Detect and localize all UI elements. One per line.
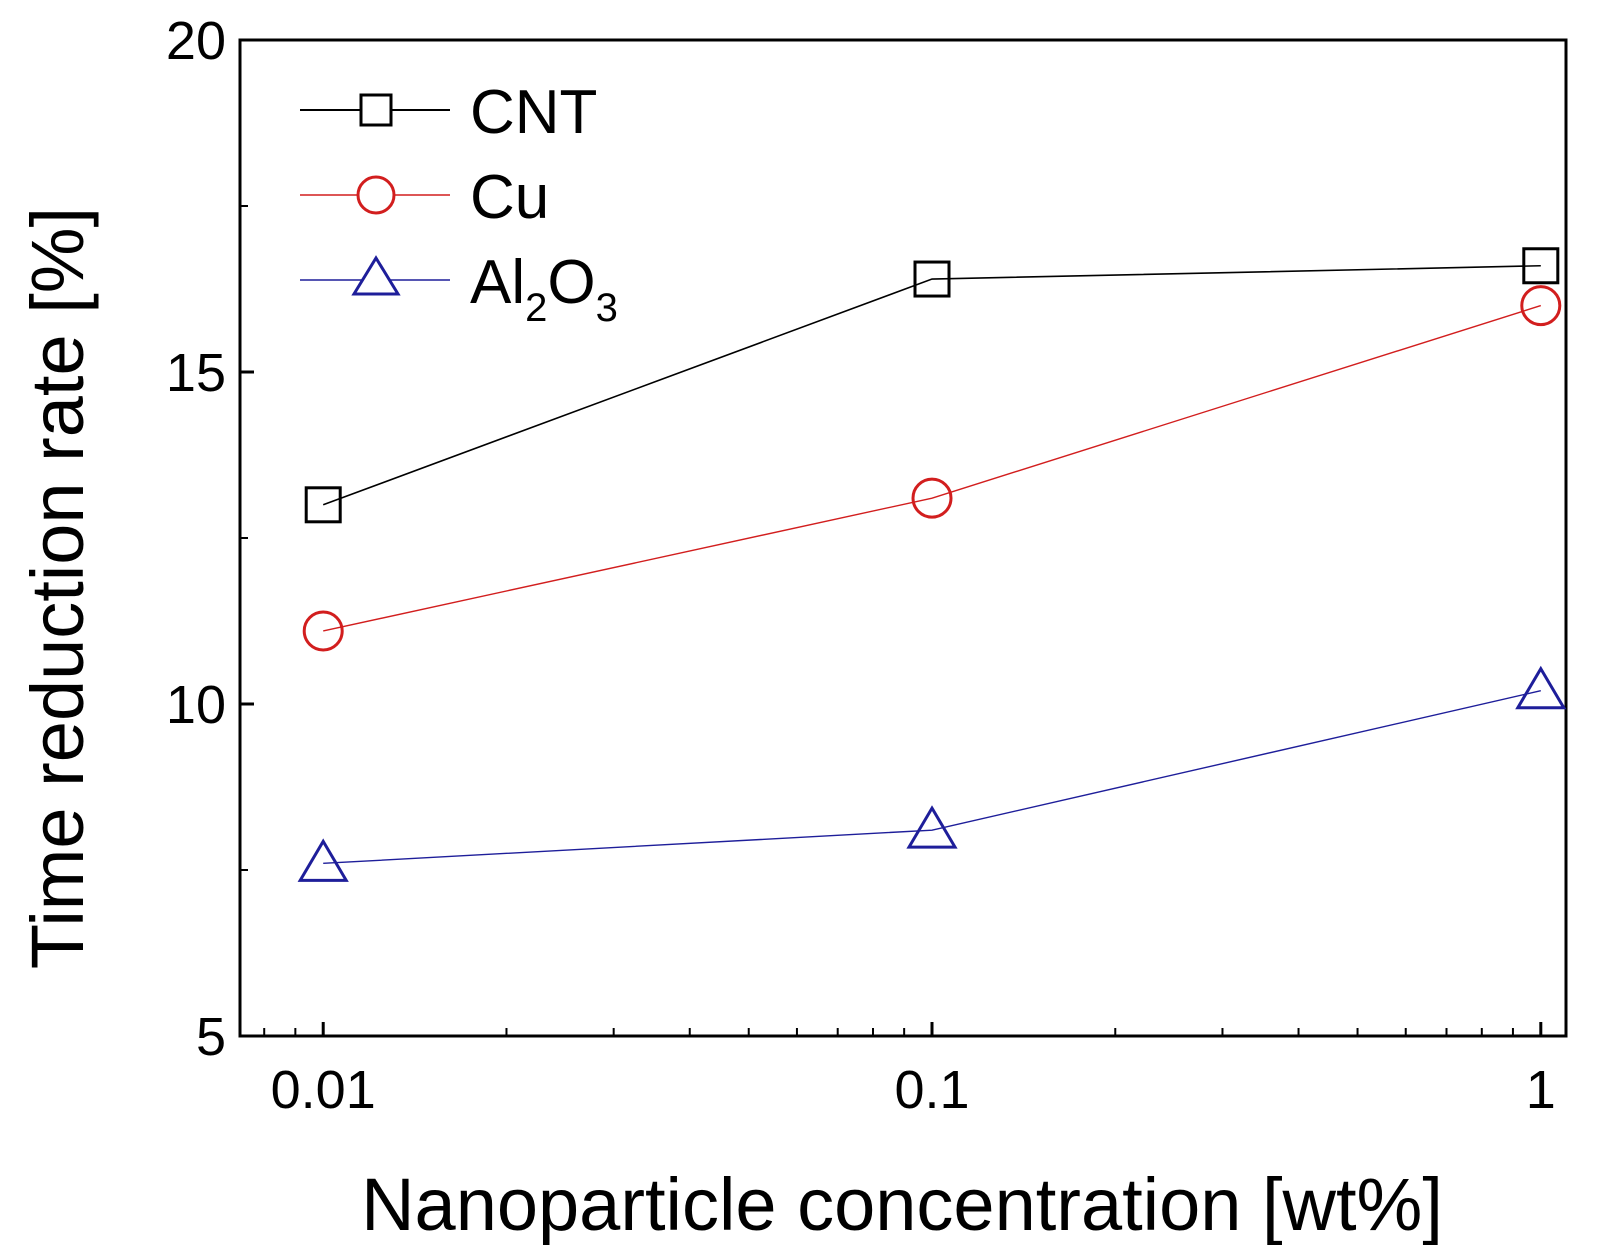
legend-label-cnt: CNT bbox=[470, 78, 597, 147]
plot-frame bbox=[238, 38, 1568, 1038]
data-point-cnt bbox=[1522, 247, 1560, 285]
series-cu bbox=[302, 285, 1562, 652]
legend-item-cu: Cu bbox=[300, 163, 549, 232]
data-point-cnt bbox=[913, 260, 951, 298]
data-point-cu bbox=[1520, 285, 1562, 327]
data-point-cu bbox=[302, 610, 344, 652]
data-point-al2o3 bbox=[1515, 665, 1567, 710]
series-al2o3 bbox=[297, 665, 1567, 882]
x-axis-title: Nanoparticle concentration [wt%] bbox=[361, 1163, 1443, 1245]
legend-marker-cu bbox=[356, 175, 396, 215]
x-axis: 0.01 0.1 1 bbox=[263, 1022, 1556, 1120]
x-tick-label: 0.1 bbox=[894, 1060, 969, 1120]
data-point-cu bbox=[911, 477, 953, 519]
plot-border bbox=[238, 38, 1568, 1038]
series-line-cu bbox=[323, 304, 1542, 632]
y-axis: 5 10 15 20 bbox=[166, 11, 254, 1067]
y-axis-title: Time reduction rate [%] bbox=[16, 207, 99, 969]
y-tick-label: 15 bbox=[166, 343, 226, 403]
legend-marker-al2o3 bbox=[351, 255, 401, 296]
legend-item-al2o3: Al2O3 bbox=[300, 248, 618, 330]
data-point-al2o3 bbox=[297, 838, 349, 882]
legend-item-cnt: CNT bbox=[300, 78, 597, 147]
legend: CNT Cu Al2O3 bbox=[300, 78, 618, 330]
y-tick-label: 20 bbox=[166, 11, 226, 71]
x-tick-label: 0.01 bbox=[271, 1060, 376, 1120]
legend-label-cu: Cu bbox=[470, 163, 549, 232]
legend-label-al2o3: Al2O3 bbox=[470, 248, 618, 330]
y-tick-label: 5 bbox=[196, 1007, 226, 1067]
series-cnt bbox=[304, 247, 1560, 524]
series-line-al2o3 bbox=[323, 690, 1541, 865]
y-tick-label: 10 bbox=[166, 675, 226, 735]
x-tick-label: 1 bbox=[1526, 1060, 1556, 1120]
data-point-al2o3 bbox=[906, 805, 958, 849]
series-line-cnt bbox=[322, 264, 1541, 506]
data-point-cnt bbox=[304, 486, 342, 524]
legend-marker-cnt bbox=[359, 93, 393, 127]
series-layer bbox=[297, 247, 1567, 882]
